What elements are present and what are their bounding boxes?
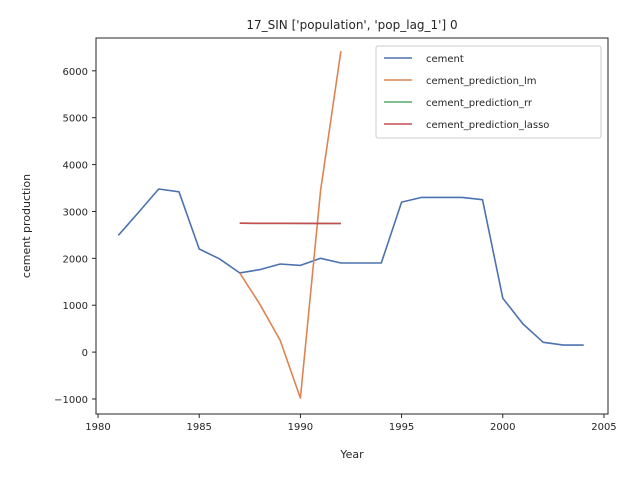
x-tick-label: 1990	[288, 422, 313, 433]
x-tick-label: 1995	[389, 422, 414, 433]
legend-label-cement-prediction-lm: cement_prediction_lm	[426, 76, 537, 87]
y-tick-label: 6000	[63, 67, 88, 78]
y-tick-label: 3000	[63, 207, 88, 218]
y-tick-label: 1000	[63, 301, 88, 312]
y-tick-label: 0	[82, 348, 88, 359]
series-line-cement-prediction-lm	[239, 50, 342, 399]
legend-label-cement-prediction-lasso: cement_prediction_lasso	[426, 120, 549, 131]
axis-ticks: 1980 1985 1990 1995 2000 2005 −1000 0 1000 2000 30…	[54, 67, 617, 433]
plot-area	[117, 50, 584, 399]
x-tick-label: 1985	[186, 422, 211, 433]
legend-label-cement-prediction-rr: cement_prediction_rr	[426, 98, 533, 109]
x-tick-label: 2005	[591, 422, 616, 433]
x-tick-label: 1980	[85, 422, 110, 433]
x-tick-label: 2000	[490, 422, 515, 433]
legend-label-cement: cement	[426, 54, 464, 65]
y-tick-label: 5000	[63, 114, 88, 125]
axes-frame	[95, 37, 609, 415]
legend: cement cement_prediction_lm cement_predict…	[375, 45, 602, 139]
y-tick-label: 2000	[63, 254, 88, 265]
y-tick-label: 4000	[63, 161, 88, 172]
y-axis-label: cement production	[20, 174, 33, 278]
chart-title: 17_SIN ['population', 'pop_lag_1'] 0	[246, 18, 457, 32]
series-line-cement	[117, 188, 584, 346]
y-tick-label: −1000	[54, 395, 88, 406]
legend-box	[375, 45, 602, 139]
x-axis-label: Year	[339, 448, 364, 461]
